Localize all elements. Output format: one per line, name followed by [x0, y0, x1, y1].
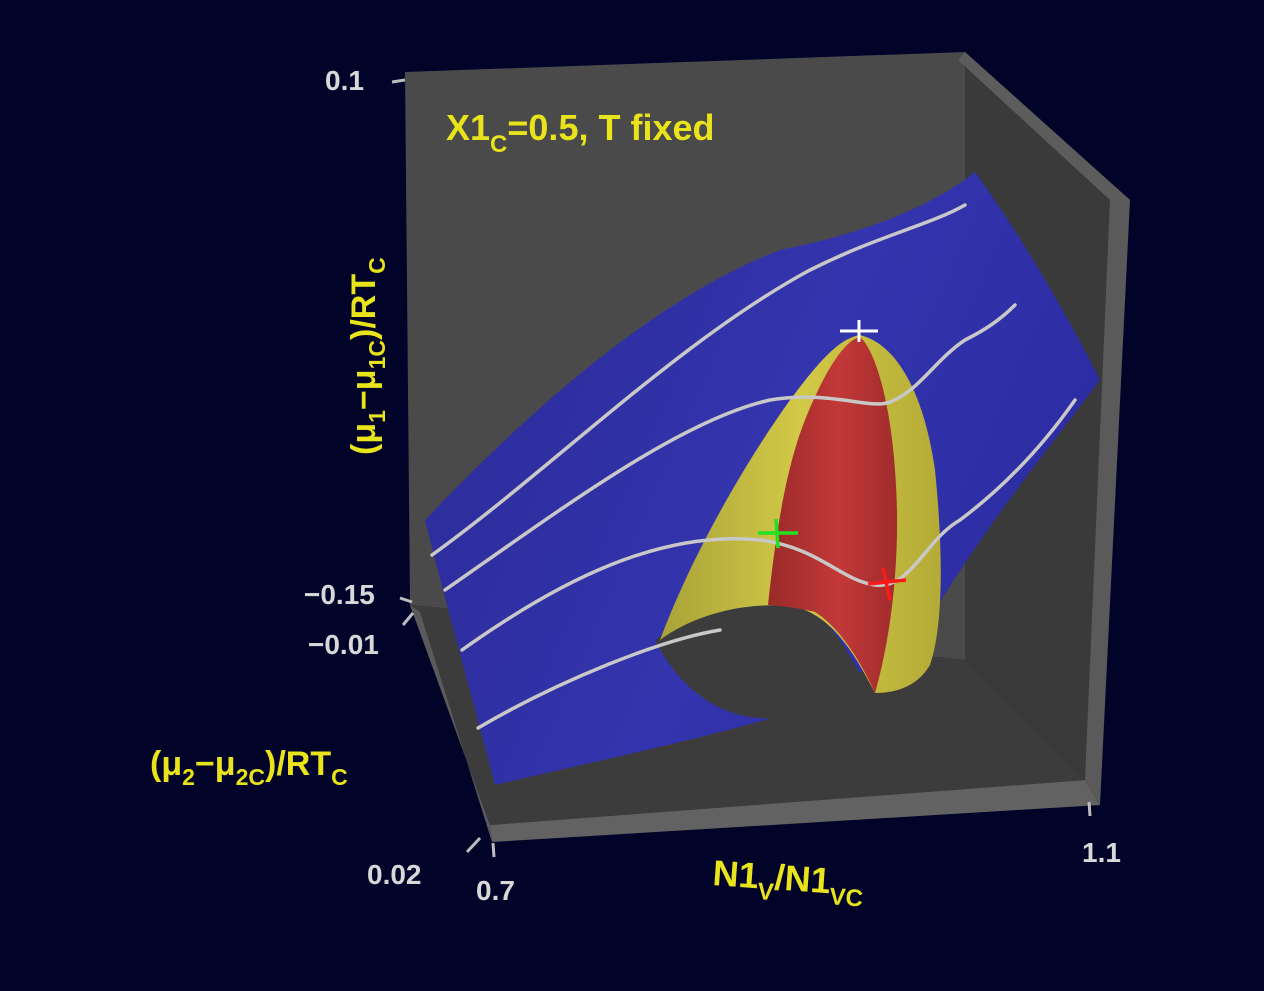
- green-marker: [758, 518, 798, 549]
- tick-marks: [391, 78, 1092, 858]
- contour-line-4: [476, 628, 722, 730]
- y-axis-label: (μ2−μ2C)/RTC: [150, 745, 348, 790]
- annotation: X1C=0.5, T fixed: [446, 107, 714, 158]
- surface-trough: [655, 605, 935, 725]
- y-tick-near: −0.01: [308, 629, 379, 660]
- red-marker: [867, 567, 907, 601]
- contour-lines: [430, 203, 1077, 730]
- x-axis-label: N1V/N1VC: [711, 852, 866, 912]
- tick-z-top: [391, 78, 406, 84]
- tick-y-near: [401, 612, 415, 626]
- tick-z-bottom: [399, 596, 413, 604]
- right-wall-rim: [1085, 200, 1130, 805]
- y-tick-far: 0.02: [367, 859, 422, 890]
- z-tick-top: 0.1: [325, 65, 364, 96]
- unstable-region-red: [768, 337, 898, 693]
- x-tick-right: 1.1: [1082, 837, 1121, 868]
- tick-y-far: [465, 836, 482, 854]
- top-right-rim: [958, 52, 1130, 200]
- bottom-rim: [490, 780, 1100, 842]
- contour-line-3: [460, 398, 1077, 652]
- z-axis-label: (μ1−μ1C)/RTC: [345, 257, 390, 455]
- contour-line-2: [443, 303, 1017, 592]
- critical-point-marker: [840, 320, 878, 342]
- x-tick-left: 0.7: [476, 875, 515, 906]
- tick-x-right: [1087, 801, 1092, 817]
- tick-x-left: [491, 842, 496, 858]
- z-tick-bottom: −0.15: [304, 579, 375, 610]
- contour-line-1: [430, 203, 967, 557]
